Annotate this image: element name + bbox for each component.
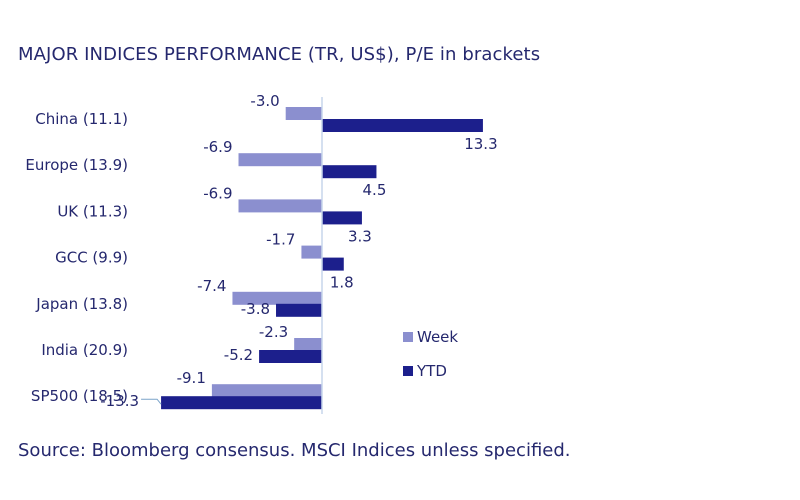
chart-title: MAJOR INDICES PERFORMANCE (TR, US$), P/E…: [18, 44, 541, 65]
category-label: SP500 (18.5): [31, 387, 128, 405]
leader-line: [141, 398, 162, 405]
ytd-bar: [322, 257, 344, 271]
ytd-bar: [322, 211, 362, 225]
category-label: Europe (13.9): [25, 156, 128, 174]
category-label: India (20.9): [41, 341, 128, 359]
week-value-label: -6.9: [203, 184, 232, 202]
week-value-label: -3.0: [250, 92, 279, 110]
ytd-value-label: 13.3: [464, 135, 497, 153]
week-value-label: -7.4: [197, 277, 226, 295]
ytd-bar: [259, 350, 322, 363]
category-label: UK (11.3): [57, 202, 128, 220]
week-value-label: -9.1: [177, 369, 206, 387]
ytd-bar: [322, 165, 377, 179]
week-bar: [301, 245, 322, 259]
week-value-label: -6.9: [203, 138, 232, 156]
legend-label-week: Week: [417, 328, 458, 346]
ytd-value-label: 4.5: [363, 181, 387, 199]
week-bar: [285, 107, 322, 120]
legend-swatch-ytd: [403, 366, 413, 376]
category-labels: China (11.1) Europe (13.9) UK (11.3) GCC (9…: [25, 110, 128, 405]
week-bar: [294, 338, 322, 351]
week-bar: [211, 384, 322, 398]
legend-label-ytd: YTD: [416, 362, 447, 380]
legend-swatch-week: [403, 332, 413, 342]
source-note: Source: Bloomberg consensus. MSCI Indice…: [18, 440, 571, 461]
week-bar: [232, 291, 322, 305]
category-label: GCC (9.9): [55, 249, 128, 267]
legend: Week YTD: [403, 328, 458, 380]
ytd-value-label: 3.3: [348, 227, 372, 245]
week-value-label: -2.3: [259, 323, 288, 341]
ytd-bar: [161, 396, 322, 410]
value-labels: -3.0 13.3 -6.9 4.5 -6.9 3.3 -1.7 1.8 -7.4 -3.8 -2.…: [100, 92, 497, 410]
ytd-value-label: 1.8: [330, 274, 354, 292]
ytd-bar: [276, 303, 322, 317]
ytd-value-label: -3.8: [241, 300, 270, 318]
bars-group: [161, 107, 483, 410]
ytd-value-label: -5.2: [224, 346, 253, 364]
ytd-bar: [322, 119, 483, 132]
week-bar: [238, 153, 322, 167]
week-bar: [238, 199, 322, 213]
category-label: Japan (13.8): [35, 295, 128, 313]
week-value-label: -1.7: [266, 231, 295, 249]
category-label: China (11.1): [35, 110, 128, 128]
ytd-value-label: -13.3: [100, 392, 139, 410]
